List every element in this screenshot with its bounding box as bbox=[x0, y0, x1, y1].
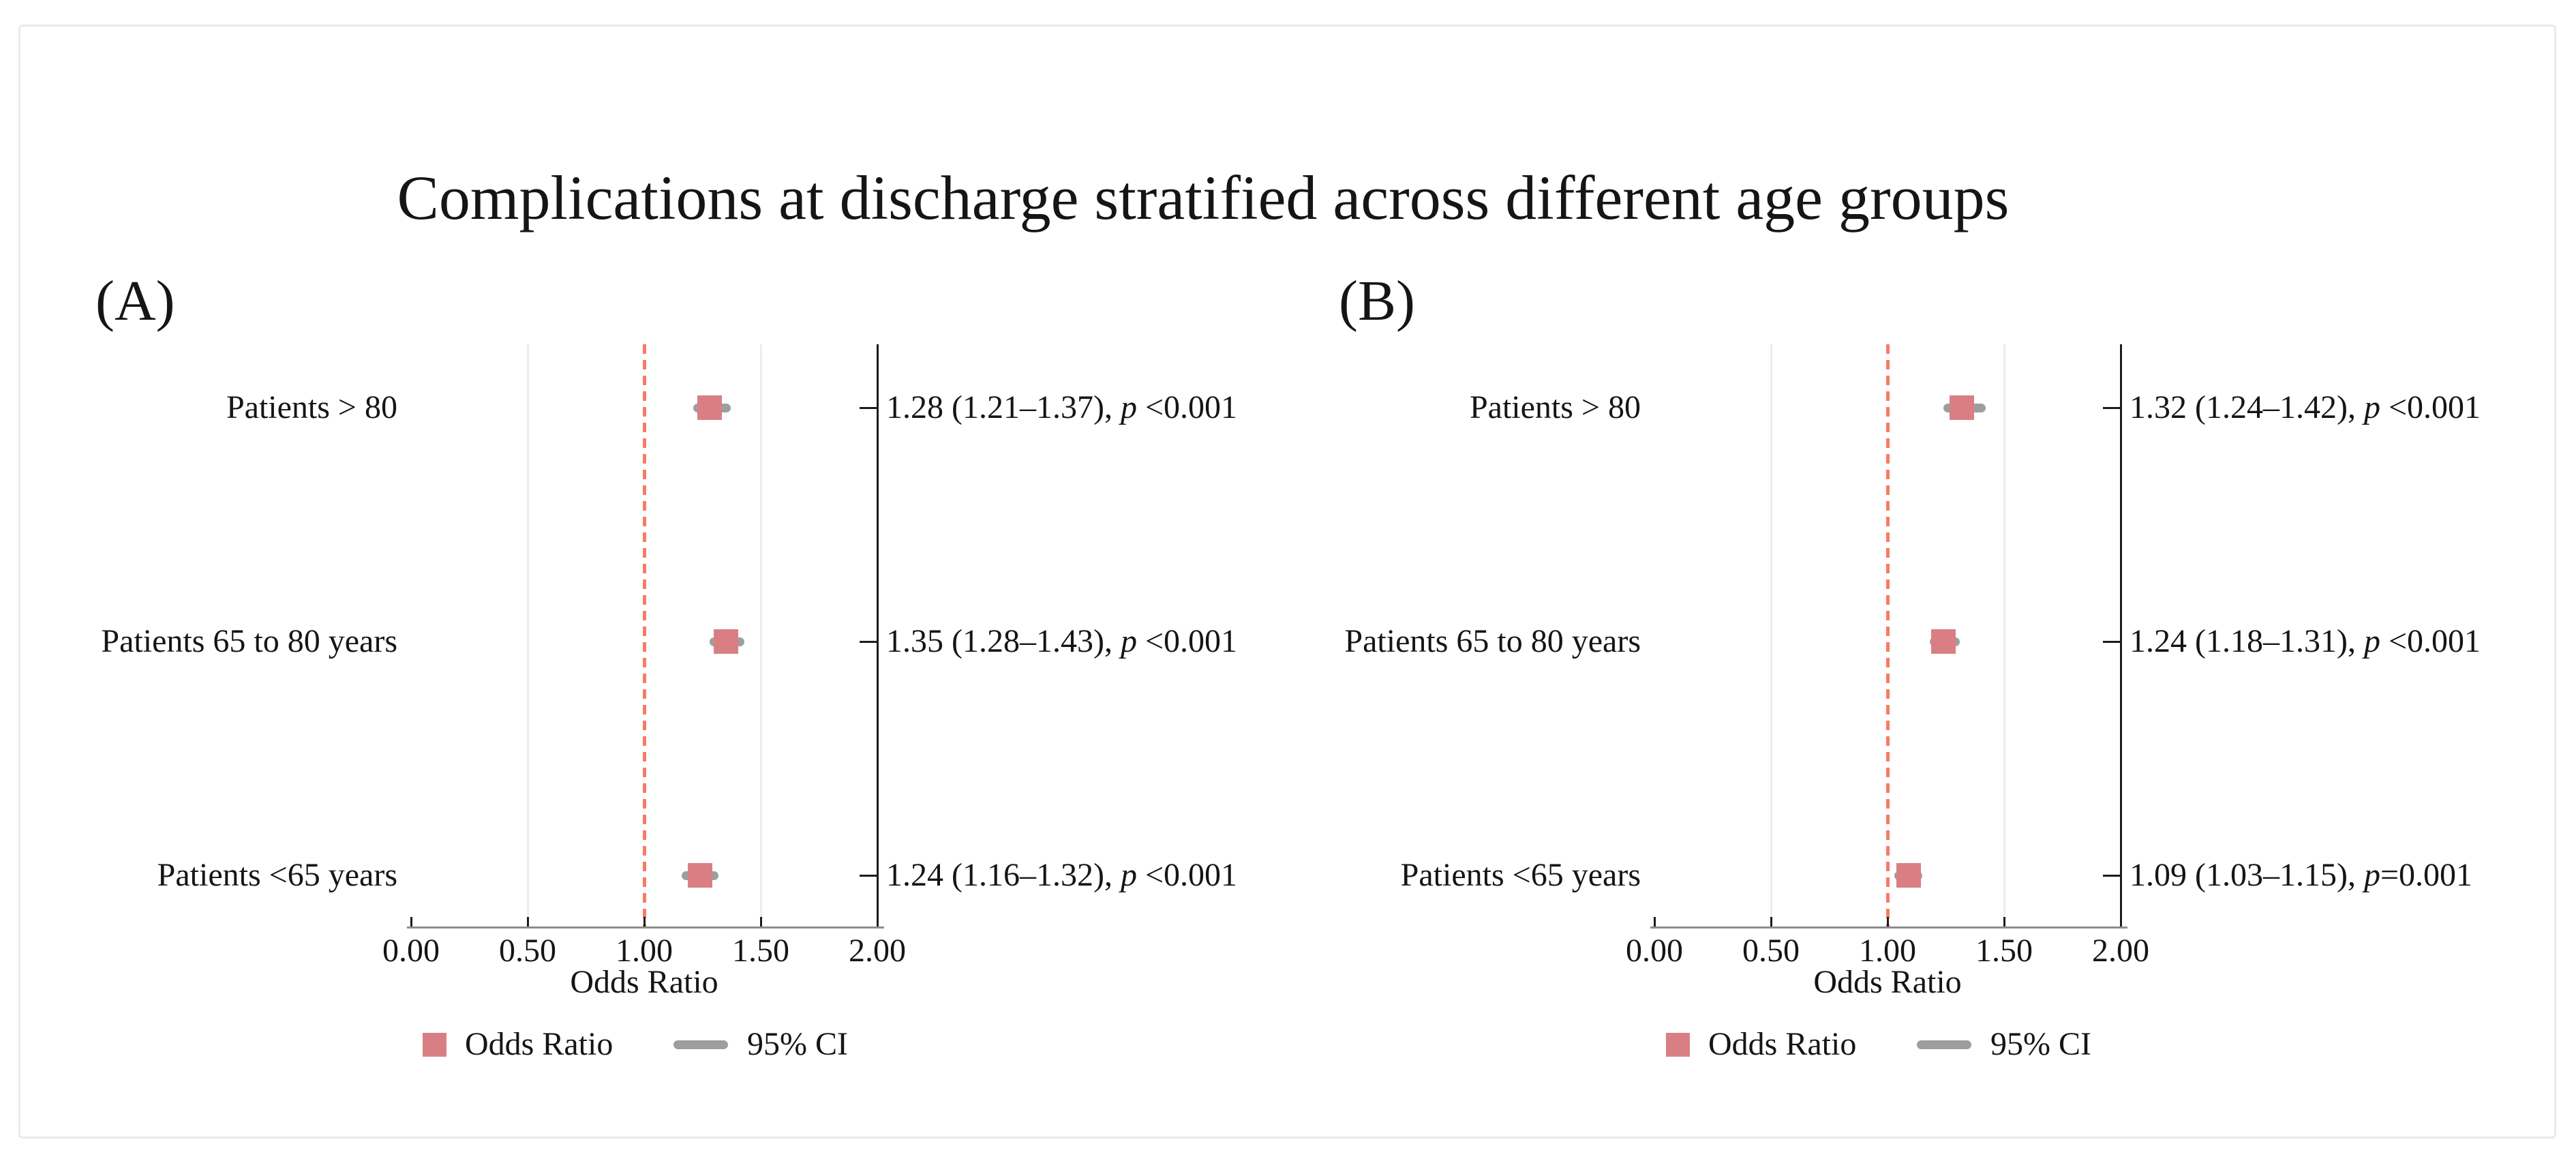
row-axis-tick bbox=[2103, 874, 2120, 877]
x-axis-tick-label: 2.00 bbox=[2092, 933, 2149, 969]
row-axis-tick bbox=[2103, 406, 2120, 409]
row-label: Patients 65 to 80 years bbox=[101, 623, 397, 659]
grid-line bbox=[2003, 344, 2005, 927]
row-annotation: 1.28 (1.21–1.37), p <0.001 bbox=[886, 391, 1237, 424]
annotation-p-symbol: p bbox=[1120, 623, 1137, 659]
annotation-p-symbol: p bbox=[2363, 389, 2380, 425]
annotation-or-ci-text: 1.28 (1.21–1.37), bbox=[886, 389, 1121, 425]
x-axis-tick bbox=[526, 917, 529, 926]
or-marker bbox=[713, 629, 738, 654]
x-axis-line bbox=[407, 926, 884, 929]
or-marker bbox=[697, 395, 722, 420]
row-annotation: 1.09 (1.03–1.15), p=0.001 bbox=[2130, 859, 2472, 892]
row-axis-tick bbox=[860, 640, 877, 643]
x-axis-tick-label: 1.50 bbox=[1975, 933, 2033, 969]
x-axis-tick bbox=[1653, 917, 1656, 926]
annotation-or-ci-text: 1.35 (1.28–1.43), bbox=[886, 623, 1121, 659]
x-axis-tick bbox=[2003, 917, 2005, 926]
or-marker bbox=[1931, 629, 1956, 654]
right-axis-line bbox=[2119, 344, 2122, 927]
x-axis-line bbox=[1650, 926, 2127, 929]
annotation-p-value: =0.001 bbox=[2380, 857, 2473, 893]
legend-ci-swatch bbox=[673, 1040, 728, 1049]
annotation-p-value: <0.001 bbox=[1136, 857, 1238, 893]
row-axis-tick bbox=[860, 874, 877, 877]
x-axis-tick-label: 2.00 bbox=[849, 933, 906, 969]
x-axis-tick bbox=[1886, 917, 1889, 926]
annotation-or-ci-text: 1.32 (1.24–1.42), bbox=[2130, 389, 2364, 425]
annotation-p-symbol: p bbox=[1120, 389, 1137, 425]
legend-or-swatch bbox=[1666, 1032, 1690, 1057]
x-axis-tick-label: 0.00 bbox=[382, 933, 440, 969]
x-axis-tick-label: 0.50 bbox=[1742, 933, 1800, 969]
panel-label: (A) bbox=[95, 269, 175, 333]
x-axis-tick bbox=[1770, 917, 1772, 926]
x-axis-tick bbox=[876, 917, 879, 926]
x-axis-tick bbox=[759, 917, 762, 926]
annotation-p-symbol: p bbox=[2363, 623, 2380, 659]
right-axis-line bbox=[876, 344, 879, 927]
x-axis-tick bbox=[2119, 917, 2122, 926]
annotation-p-value: <0.001 bbox=[1136, 623, 1238, 659]
x-axis-tick-label: 1.50 bbox=[732, 933, 789, 969]
annotation-or-ci-text: 1.24 (1.16–1.32), bbox=[886, 857, 1121, 893]
row-annotation: 1.24 (1.18–1.31), p <0.001 bbox=[2130, 625, 2481, 658]
legend-or-swatch bbox=[423, 1032, 446, 1057]
x-axis-tick-label: 0.50 bbox=[499, 933, 556, 969]
or-marker bbox=[1896, 863, 1921, 888]
x-axis-title: Odds Ratio bbox=[570, 964, 718, 1000]
row-label: Patients > 80 bbox=[226, 389, 397, 425]
panel-label: (B) bbox=[1339, 269, 1415, 333]
row-label: Patients <65 years bbox=[157, 857, 397, 893]
row-annotation: 1.35 (1.28–1.43), p <0.001 bbox=[886, 625, 1237, 658]
row-axis-tick bbox=[860, 406, 877, 409]
legend-ci-swatch bbox=[1917, 1040, 1971, 1049]
row-label: Patients 65 to 80 years bbox=[1344, 623, 1641, 659]
x-axis-title: Odds Ratio bbox=[1813, 964, 1962, 1000]
x-axis-tick-label: 0.00 bbox=[1626, 933, 1683, 969]
reference-line bbox=[642, 344, 646, 927]
annotation-p-value: <0.001 bbox=[1136, 389, 1238, 425]
x-axis-tick-label: 1.00 bbox=[616, 933, 673, 969]
row-annotation: 1.24 (1.16–1.32), p <0.001 bbox=[886, 859, 1237, 892]
grid-line bbox=[1770, 344, 1772, 927]
annotation-or-ci-text: 1.09 (1.03–1.15), bbox=[2130, 857, 2364, 893]
x-axis-tick-label: 1.00 bbox=[1859, 933, 1916, 969]
x-axis-tick bbox=[643, 917, 646, 926]
legend-or-label: Odds Ratio bbox=[1708, 1026, 1857, 1062]
reference-line bbox=[1885, 344, 1890, 927]
or-marker bbox=[1950, 395, 1975, 420]
annotation-p-symbol: p bbox=[2363, 857, 2380, 893]
legend-ci-label: 95% CI bbox=[747, 1026, 848, 1062]
row-label: Patients <65 years bbox=[1400, 857, 1641, 893]
annotation-p-value: <0.001 bbox=[2380, 389, 2481, 425]
grid-line bbox=[526, 344, 529, 927]
figure-border bbox=[18, 25, 2556, 1139]
annotation-p-symbol: p bbox=[1120, 857, 1137, 893]
annotation-p-value: <0.001 bbox=[2380, 623, 2481, 659]
row-annotation: 1.32 (1.24–1.42), p <0.001 bbox=[2130, 391, 2481, 424]
annotation-or-ci-text: 1.24 (1.18–1.31), bbox=[2130, 623, 2364, 659]
grid-line bbox=[759, 344, 762, 927]
figure-title: Complications at discharge stratified ac… bbox=[397, 163, 2010, 232]
row-label: Patients > 80 bbox=[1469, 389, 1641, 425]
row-axis-tick bbox=[2103, 640, 2120, 643]
legend-ci-label: 95% CI bbox=[1990, 1026, 2091, 1062]
x-axis-tick bbox=[410, 917, 412, 926]
legend-or-label: Odds Ratio bbox=[465, 1026, 613, 1062]
or-marker bbox=[688, 863, 713, 888]
